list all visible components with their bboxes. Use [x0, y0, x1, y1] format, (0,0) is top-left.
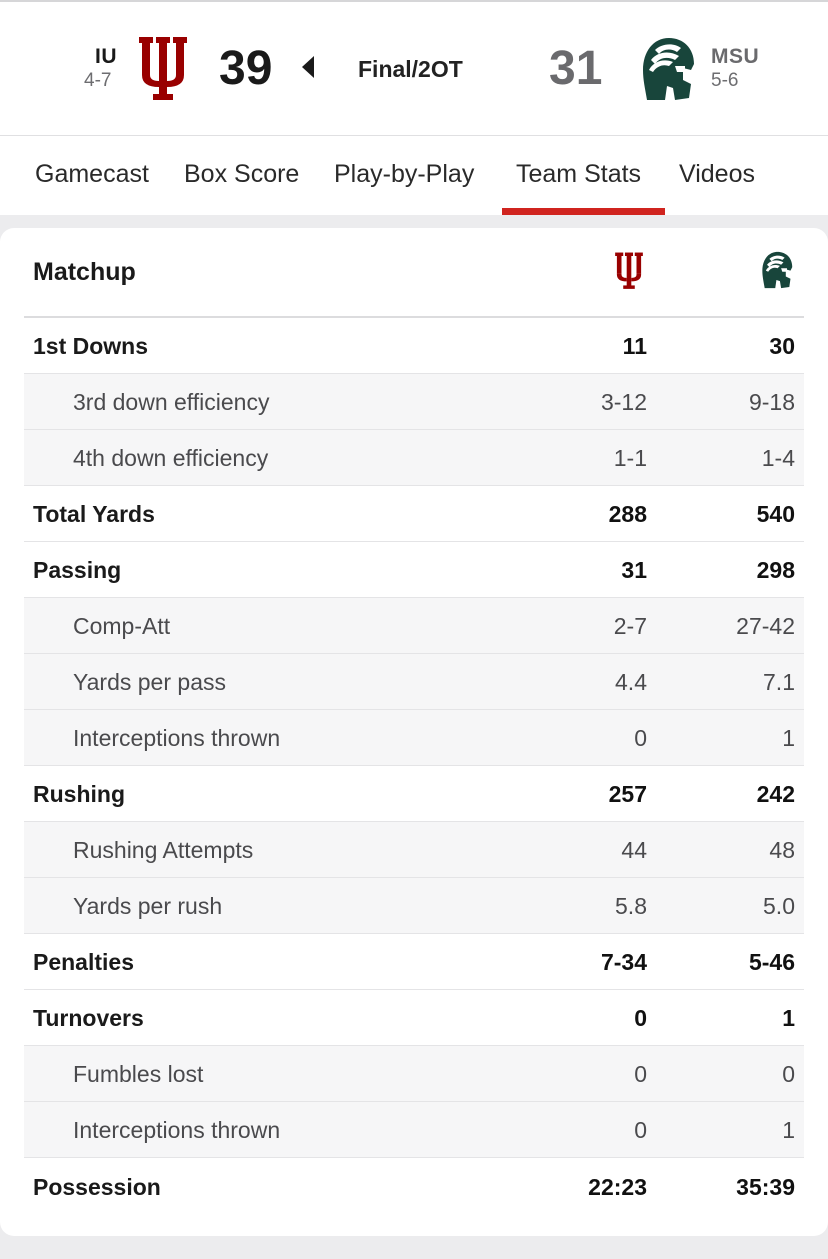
stat-msu-value: 1: [782, 725, 795, 751]
stat-row-third-down: 3rd down efficiency 3-12 9-18: [24, 373, 804, 429]
stat-iu-value: 7-34: [600, 949, 647, 975]
stat-iu-value: 5.8: [615, 893, 647, 919]
stat-iu-value: 3-12: [600, 389, 647, 415]
home-team-record: 4-7: [84, 70, 112, 91]
home-team-abbr: IU: [95, 45, 117, 68]
team-stats-card: Matchup 1st Downs: [0, 228, 828, 1236]
stat-msu-value: 1: [782, 1005, 795, 1031]
stat-iu-value: 22:23: [588, 1174, 647, 1200]
stat-row-first-downs: 1st Downs 11 30: [24, 316, 804, 373]
stat-label: Rushing Attempts: [73, 837, 254, 863]
stat-iu-value: 288: [608, 501, 647, 527]
stat-iu-value: 0: [634, 1117, 647, 1143]
tab-videos[interactable]: Videos: [679, 160, 755, 188]
stat-iu-value: 11: [622, 333, 647, 359]
stat-label: Yards per pass: [73, 669, 226, 695]
stat-iu-value: 44: [621, 837, 647, 863]
stat-row-yards-per-rush: Yards per rush 5.8 5.0: [24, 877, 804, 933]
stat-msu-value: 242: [756, 781, 795, 807]
away-score: 31: [549, 42, 603, 95]
stat-row-possession: Possession 22:23 35:39: [24, 1157, 804, 1216]
stat-label: Yards per rush: [73, 893, 223, 919]
stat-iu-value: 31: [621, 557, 647, 583]
stat-row-yards-per-pass: Yards per pass 4.4 7.1: [24, 653, 804, 709]
away-team-abbr: MSU: [711, 45, 760, 68]
stat-msu-value: 1-4: [761, 445, 795, 471]
stat-label: Comp-Att: [73, 613, 171, 639]
stat-msu-value: 5.0: [763, 893, 795, 919]
stat-msu-value: 35:39: [736, 1174, 795, 1200]
scoreboard-header: IU 4-7 39 Final/2OT 31: [0, 2, 828, 136]
stat-row-fourth-down: 4th down efficiency 1-1 1-4: [24, 429, 804, 485]
stat-iu-value: 1-1: [613, 445, 647, 471]
stat-row-passing: Passing 31 298: [24, 541, 804, 597]
stat-iu-value: 4.4: [615, 669, 647, 695]
spartan-helmet-icon[interactable]: [639, 36, 697, 102]
stat-msu-value: 27-42: [736, 613, 795, 639]
stat-label: Turnovers: [33, 1005, 144, 1031]
stat-label: Possession: [33, 1174, 161, 1200]
iu-column-logo-icon: [614, 252, 644, 295]
stat-msu-value: 30: [769, 333, 795, 359]
tab-gamecast[interactable]: Gamecast: [35, 160, 149, 188]
stat-row-comp-att: Comp-Att 2-7 27-42: [24, 597, 804, 653]
stat-msu-value: 9-18: [748, 389, 795, 415]
stat-label: Interceptions thrown: [73, 1117, 281, 1143]
stat-msu-value: 0: [782, 1061, 795, 1087]
stat-label: 3rd down efficiency: [73, 389, 270, 415]
stat-label: 4th down efficiency: [73, 445, 269, 471]
tab-box-score[interactable]: Box Score: [184, 160, 300, 188]
stat-label: Penalties: [33, 949, 134, 975]
stat-label: Fumbles lost: [73, 1061, 204, 1087]
stat-row-interceptions-thrown: Interceptions thrown 0 1: [24, 709, 804, 765]
stat-row-fumbles-lost: Fumbles lost 0 0: [24, 1045, 804, 1101]
iu-trident-icon[interactable]: [137, 37, 189, 101]
stat-label: Interceptions thrown: [73, 725, 281, 751]
stat-label: Passing: [33, 557, 122, 583]
stat-row-penalties: Penalties 7-34 5-46: [24, 933, 804, 989]
stat-row-interceptions-thrown-turnovers: Interceptions thrown 0 1: [24, 1101, 804, 1157]
msu-column-logo-icon: [760, 250, 794, 295]
tab-play-by-play[interactable]: Play-by-Play: [334, 160, 475, 188]
stat-iu-value: 257: [608, 781, 647, 807]
stats-table: 1st Downs 11 30 3rd down efficiency 3-12…: [24, 316, 804, 1216]
stat-row-total-yards: Total Yards 288 540: [24, 485, 804, 541]
stat-iu-value: 0: [634, 725, 647, 751]
top-divider: [0, 0, 828, 2]
tab-team-stats[interactable]: Team Stats: [516, 160, 642, 188]
stat-msu-value: 1: [782, 1117, 795, 1143]
stat-label: Total Yards: [33, 501, 155, 527]
stat-label: Rushing: [33, 781, 125, 807]
stat-iu-value: 0: [634, 1005, 647, 1031]
stat-row-rushing: Rushing 257 242: [24, 765, 804, 821]
game-tabs: Gamecast Box Score Play-by-Play Team Sta…: [0, 136, 828, 215]
stat-msu-value: 298: [756, 557, 795, 583]
stat-msu-value: 48: [769, 837, 795, 863]
away-team-record: 5-6: [711, 70, 739, 91]
matchup-title: Matchup: [33, 258, 136, 286]
winner-arrow-icon: [302, 56, 314, 78]
stat-iu-value: 0: [634, 1061, 647, 1087]
home-score: 39: [219, 42, 273, 95]
stat-iu-value: 2-7: [613, 613, 647, 639]
active-tab-indicator: [502, 208, 665, 215]
stat-row-rushing-attempts: Rushing Attempts 44 48: [24, 821, 804, 877]
stat-label: 1st Downs: [33, 333, 149, 359]
stat-msu-value: 540: [756, 501, 795, 527]
stat-msu-value: 7.1: [763, 669, 795, 695]
stat-row-turnovers: Turnovers 0 1: [24, 989, 804, 1045]
stat-msu-value: 5-46: [748, 949, 795, 975]
game-status[interactable]: Final/2OT: [358, 56, 463, 82]
